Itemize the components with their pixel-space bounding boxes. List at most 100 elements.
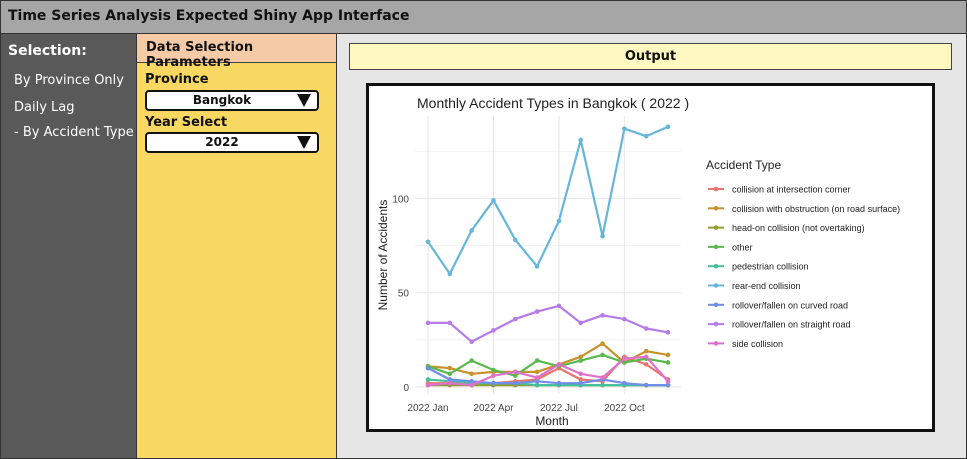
series-line-4 <box>427 378 668 387</box>
data-point <box>556 380 562 386</box>
title-bar: Time Series Analysis Expected Shiny App … <box>1 1 966 34</box>
data-point <box>556 362 562 367</box>
data-point <box>491 198 496 203</box>
data-point <box>491 328 496 333</box>
data-point <box>534 382 540 388</box>
data-point <box>600 375 605 380</box>
x-tick-label: 2022 Jul <box>540 403 578 414</box>
data-selection-panel: Data Selection Parameters Province Bangk… <box>137 34 337 458</box>
data-point <box>512 316 518 322</box>
data-point <box>665 330 671 335</box>
y-tick-label: 100 <box>392 194 409 205</box>
data-point <box>665 352 671 358</box>
legend-label: collision with obstruction (on road surf… <box>732 204 900 214</box>
data-point <box>665 360 671 365</box>
data-point <box>556 303 562 309</box>
legend-label: collision at intersection corner <box>732 185 851 195</box>
legend-label: rollover/fallen on curved road <box>732 300 848 310</box>
params-heading: Data Selection Parameters <box>146 40 254 70</box>
legend-key-point <box>713 206 719 211</box>
data-point <box>534 375 540 380</box>
series-line-1 <box>427 342 669 375</box>
data-point <box>665 124 671 130</box>
data-point <box>643 382 649 388</box>
y-tick-label: 50 <box>398 289 410 300</box>
data-point <box>469 371 474 377</box>
data-point <box>600 341 605 346</box>
data-point <box>578 358 584 363</box>
data-point <box>512 237 518 243</box>
data-point <box>447 371 453 377</box>
selection-sidebar: Selection: By Province Only Daily Lag - … <box>1 34 137 458</box>
app-title: Time Series Analysis Expected Shiny App … <box>8 8 410 24</box>
data-point <box>600 313 605 318</box>
x-axis-label: Month <box>535 414 568 428</box>
data-point <box>534 264 540 269</box>
data-point <box>665 382 671 388</box>
data-point <box>534 379 540 384</box>
data-point <box>578 380 584 386</box>
data-point <box>469 228 474 233</box>
year-label: Year Select <box>145 115 228 130</box>
dropdown-arrow-icon <box>297 136 311 149</box>
data-point <box>578 320 584 326</box>
data-point <box>600 352 605 358</box>
legend-key-point <box>713 244 719 250</box>
legend-key-point <box>713 225 719 230</box>
data-point <box>534 358 540 363</box>
data-point <box>578 137 584 143</box>
x-tick-label: 2022 Oct <box>604 403 645 414</box>
y-axis-label: Number of Accidents <box>376 200 390 311</box>
data-point <box>425 377 431 382</box>
legend-label: rear-end collision <box>732 281 801 291</box>
data-point <box>447 380 453 386</box>
legend-key-point <box>713 321 719 327</box>
sidebar-item-by-accident-type[interactable]: - By Accident Type <box>14 125 134 140</box>
data-point <box>512 373 518 378</box>
data-point <box>622 126 627 131</box>
sidebar-heading: Selection: <box>8 43 87 59</box>
data-point <box>622 356 627 362</box>
legend-title: Accident Type <box>706 158 781 172</box>
output-header: Output <box>349 43 952 70</box>
province-select[interactable]: Bangkok <box>145 90 319 111</box>
legend-key-point <box>713 302 719 308</box>
data-point <box>491 380 496 386</box>
data-point <box>643 362 649 367</box>
data-point <box>643 354 649 360</box>
data-point <box>600 233 605 239</box>
legend-label: side collision <box>732 339 783 349</box>
data-point <box>491 367 496 373</box>
data-point <box>469 339 474 345</box>
year-select-value: 2022 <box>205 135 239 149</box>
sidebar-item-daily-lag[interactable]: Daily Lag <box>14 100 75 115</box>
chart-title: Monthly Accident Types in Bangkok ( 2022… <box>417 95 689 111</box>
data-point <box>578 371 584 377</box>
data-point <box>425 239 431 245</box>
data-point <box>643 133 649 139</box>
sidebar-item-by-province[interactable]: By Province Only <box>14 73 124 88</box>
province-label: Province <box>145 72 209 87</box>
output-heading: Output <box>624 49 677 64</box>
data-point <box>622 360 627 365</box>
params-header: Data Selection Parameters <box>137 34 336 70</box>
data-point <box>622 316 627 322</box>
data-point <box>425 365 431 371</box>
data-point <box>643 326 649 331</box>
data-point <box>556 218 562 224</box>
output-panel: Output Monthly Accident Types in Bangkok… <box>337 34 966 458</box>
series-line-3 <box>427 353 669 377</box>
series-line-5 <box>427 125 669 275</box>
series-line-8 <box>427 355 669 387</box>
data-point <box>447 365 453 371</box>
year-select[interactable]: 2022 <box>145 132 319 153</box>
legend-key-point <box>713 186 719 192</box>
x-tick-label: 2022 Apr <box>473 403 514 414</box>
data-point <box>600 382 605 388</box>
data-point <box>622 380 627 386</box>
data-point <box>534 369 540 375</box>
legend-key-point <box>713 263 719 269</box>
chart-container: Monthly Accident Types in Bangkok ( 2022… <box>366 83 935 432</box>
legend-label: pedestrian collision <box>732 262 809 272</box>
